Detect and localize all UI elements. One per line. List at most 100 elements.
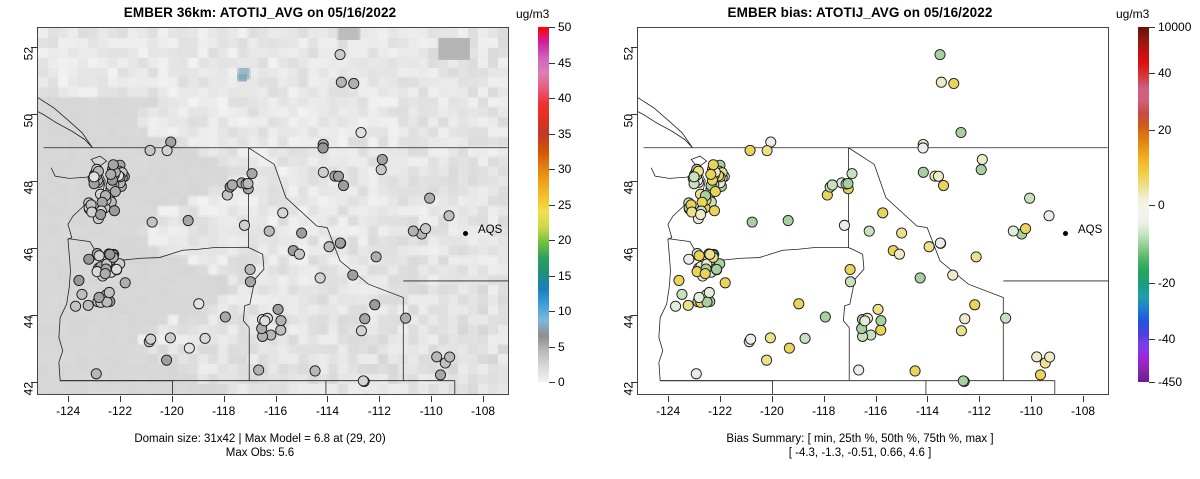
monitor-site-marker: [144, 144, 156, 156]
monitor-site-marker: [782, 215, 794, 227]
x-axis-tick-label: -124: [56, 404, 81, 418]
x-axis-tick: [668, 396, 670, 402]
caption-bias-line1: Bias Summary: [ min, 25th %, 50th %, 75t…: [726, 433, 994, 445]
monitor-site-marker: [893, 248, 905, 260]
map-outlines-model: [38, 97, 508, 394]
monitor-site-marker: [434, 369, 447, 381]
y-axis-tick: [31, 47, 37, 49]
monitor-site-marker: [88, 171, 100, 183]
monitor-site-marker: [932, 170, 944, 182]
x-axis-tick-label: -112: [367, 404, 391, 418]
y-axis-tick-label: 48: [621, 180, 635, 195]
x-axis-tick: [483, 396, 485, 402]
monitor-site-marker: [443, 210, 455, 222]
monitor-site-marker: [355, 325, 367, 337]
monitor-site-marker: [244, 263, 256, 276]
x-axis-tick-label: -112: [967, 404, 991, 418]
y-axis-tick: [31, 314, 37, 316]
y-axis-tick-label: 42: [621, 381, 635, 395]
monitor-site-marker: [182, 215, 194, 227]
y-axis-tick-label: 52: [621, 47, 635, 61]
map-plot-bias: AQS: [637, 27, 1109, 395]
monitor-site-marker: [761, 145, 773, 157]
monitor-site-marker: [711, 263, 723, 275]
monitor-site-marker: [676, 288, 688, 300]
monitor-site-marker: [93, 291, 105, 303]
monitor-site-marker: [923, 241, 935, 253]
monitor-site-marker: [323, 241, 335, 253]
monitor-site-marker: [704, 248, 716, 260]
monitor-site-marker: [709, 185, 721, 198]
monitor-site-marker: [699, 268, 711, 280]
colorbar-tick: [549, 27, 555, 28]
monitor-site-marker: [334, 237, 346, 249]
monitor-site-marker: [934, 49, 946, 61]
monitor-site-marker: [93, 250, 105, 262]
monitor-site-marker: [746, 216, 758, 228]
monitor-site-marker: [1031, 351, 1043, 363]
monitor-site-marker: [309, 365, 321, 377]
y-axis-tick: [631, 113, 637, 115]
y-axis-tick-label: 46: [621, 247, 635, 262]
x-axis-tick: [119, 396, 121, 402]
monitor-site-marker: [872, 303, 884, 315]
monitor-site-marker: [703, 286, 715, 298]
monitor-site-marker: [145, 333, 157, 345]
colorbar-tick-label: -20: [1158, 275, 1176, 290]
monitor-site-marker: [863, 225, 875, 237]
colorbar-tick-label: 0: [1158, 197, 1165, 212]
monitor-site-marker: [99, 268, 111, 280]
panel-title-model: EMBER 36km: ATOTIJ_AVG on 05/16/2022: [123, 5, 397, 20]
y-axis-bias: 42 44 46 48 50 52: [600, 27, 637, 395]
monitor-site-marker: [1007, 225, 1019, 237]
monitor-site-marker: [764, 332, 776, 344]
monitor-site-marker: [76, 288, 88, 300]
monitor-site-marker: [183, 342, 195, 354]
monitor-site-marker: [670, 300, 682, 312]
panel-model: EMBER 36km: ATOTIJ_AVG on 05/16/2022 AQS…: [21, 5, 572, 459]
colorbar-tick: [1149, 382, 1155, 383]
monitor-site-marker: [359, 313, 371, 325]
monitor-site-marker: [219, 311, 231, 323]
y-axis-tick-label: 50: [621, 113, 635, 128]
x-axis-tick: [275, 396, 277, 402]
colorbar-tick: [549, 240, 555, 241]
colorbar-tick: [1149, 73, 1155, 75]
monitor-site-marker: [1020, 223, 1032, 235]
y-axis-tick: [631, 314, 637, 316]
caption-model-line2: Max Obs: 5.6: [225, 447, 295, 459]
monitor-site-marker: [119, 277, 131, 289]
monitor-site-marker: [348, 77, 360, 90]
x-axis-tick-label: -116: [264, 404, 288, 418]
x-axis-tick: [68, 396, 70, 402]
y-axis-tick-label: 46: [21, 247, 35, 262]
y-axis-tick: [31, 180, 37, 182]
monitor-site-marker: [244, 276, 256, 288]
x-axis-tick: [379, 396, 381, 402]
monitor-site-marker: [111, 263, 123, 275]
monitor-site-marker: [444, 351, 456, 363]
colorbar-tick: [549, 204, 555, 206]
x-axis-tick: [823, 396, 825, 402]
monitor-site-marker: [970, 251, 982, 263]
monitor-site-marker: [1043, 210, 1055, 222]
monitor-points-model: [70, 49, 456, 387]
colorbar-tick: [549, 275, 555, 277]
monitor-site-marker: [935, 76, 947, 88]
monitor-site-marker: [293, 248, 305, 260]
x-axis-tick-label: -110: [419, 404, 443, 418]
monitor-site-marker: [693, 291, 705, 303]
colorbar-units-model: ug/m3: [516, 7, 550, 21]
map-plot-model: AQS: [37, 27, 509, 395]
monitor-site-marker: [745, 333, 757, 345]
x-axis-tick: [979, 396, 981, 402]
monitor-site-marker: [826, 179, 838, 191]
colorbar-tick: [1149, 282, 1155, 284]
colorbar-tick: [1149, 129, 1155, 131]
colorbar-tick-label: 50: [558, 20, 572, 34]
monitor-site-marker: [90, 368, 102, 380]
monitor-site-marker: [103, 286, 115, 298]
vancouver-island-path: [638, 97, 693, 149]
monitor-site-marker: [896, 227, 908, 239]
